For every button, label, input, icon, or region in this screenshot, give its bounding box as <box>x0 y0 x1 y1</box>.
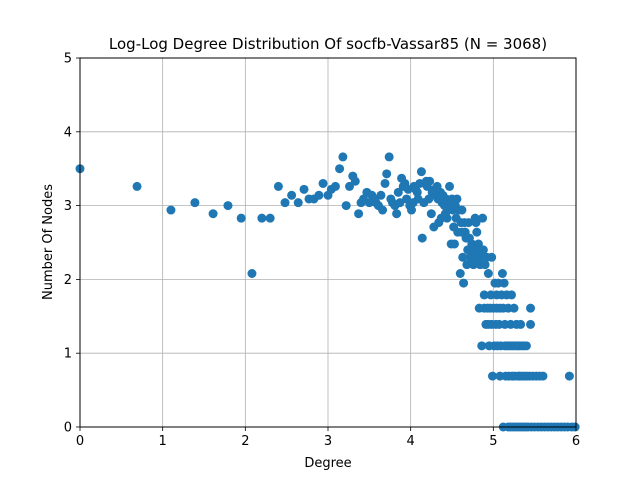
data-point <box>526 319 536 329</box>
y-tick-label: 5 <box>64 52 72 67</box>
data-point <box>393 187 403 197</box>
data-point <box>475 252 485 262</box>
data-point <box>392 209 402 219</box>
data-point <box>223 201 233 211</box>
data-point <box>236 213 246 223</box>
data-point <box>338 152 348 162</box>
data-point <box>406 205 416 215</box>
data-point <box>257 213 267 223</box>
x-tick-label: 3 <box>324 434 332 449</box>
x-tick-label: 6 <box>572 434 580 449</box>
data-point <box>426 209 436 219</box>
data-point <box>507 290 517 300</box>
data-point <box>376 190 386 200</box>
data-point <box>478 213 488 223</box>
data-point <box>445 181 455 191</box>
data-point <box>354 209 364 219</box>
data-points <box>75 152 580 432</box>
data-point <box>247 268 257 278</box>
data-point <box>478 245 488 255</box>
data-point <box>402 194 412 204</box>
data-point <box>395 198 405 208</box>
data-point <box>457 205 467 215</box>
data-point <box>335 164 345 174</box>
data-point <box>477 341 487 351</box>
data-point <box>455 268 465 278</box>
data-point <box>166 205 176 215</box>
x-tick-label: 4 <box>407 434 415 449</box>
data-point <box>521 341 531 351</box>
y-axis-ticks: 0 1 2 3 4 5 <box>64 52 80 436</box>
data-point <box>344 181 354 191</box>
data-point <box>449 239 459 249</box>
data-point <box>497 268 507 278</box>
y-tick-label: 1 <box>64 347 72 362</box>
data-point <box>526 303 536 313</box>
data-point <box>459 278 469 288</box>
data-point <box>462 260 472 270</box>
x-tick-label: 5 <box>489 434 497 449</box>
data-point <box>424 194 434 204</box>
data-point <box>488 371 498 381</box>
data-point <box>458 252 468 262</box>
data-point <box>132 181 142 191</box>
data-point <box>425 176 435 186</box>
data-point <box>487 252 497 262</box>
x-axis-label: Degree <box>304 456 351 471</box>
y-tick-label: 2 <box>64 273 72 288</box>
data-point <box>538 371 548 381</box>
x-tick-label: 1 <box>159 434 167 449</box>
data-point <box>472 227 482 237</box>
data-point <box>464 218 474 228</box>
data-point <box>412 187 422 197</box>
data-point <box>499 278 509 288</box>
data-point <box>287 190 297 200</box>
data-point <box>273 181 283 191</box>
data-point <box>509 303 519 313</box>
data-point <box>483 268 493 278</box>
data-point <box>293 198 303 208</box>
data-point <box>280 198 290 208</box>
data-point <box>442 213 452 223</box>
data-point <box>208 209 218 219</box>
data-point <box>384 152 394 162</box>
y-tick-label: 4 <box>64 125 72 140</box>
data-point <box>380 178 390 188</box>
data-point <box>318 178 328 188</box>
data-point <box>382 169 392 179</box>
data-point <box>190 198 200 208</box>
data-point <box>265 213 275 223</box>
data-point <box>341 201 351 211</box>
data-point <box>468 260 478 270</box>
x-tick-label: 0 <box>76 434 84 449</box>
x-tick-label: 2 <box>241 434 249 449</box>
data-point <box>378 205 388 215</box>
data-point <box>564 371 574 381</box>
data-point <box>479 290 489 300</box>
data-point <box>516 319 526 329</box>
y-axis-label: Number Of Nodes <box>41 184 56 300</box>
x-axis-ticks: 0 1 2 3 4 5 6 <box>76 427 580 449</box>
data-point <box>299 184 309 194</box>
data-point <box>330 181 340 191</box>
data-point <box>452 194 462 204</box>
data-point <box>417 233 427 243</box>
chart-title: Log-Log Degree Distribution Of socfb-Vas… <box>109 35 547 53</box>
y-tick-label: 0 <box>64 421 72 436</box>
data-point <box>416 167 426 177</box>
data-point <box>480 260 490 270</box>
data-point <box>471 218 481 228</box>
data-point <box>350 176 360 186</box>
y-tick-label: 3 <box>64 199 72 214</box>
data-point <box>314 190 324 200</box>
